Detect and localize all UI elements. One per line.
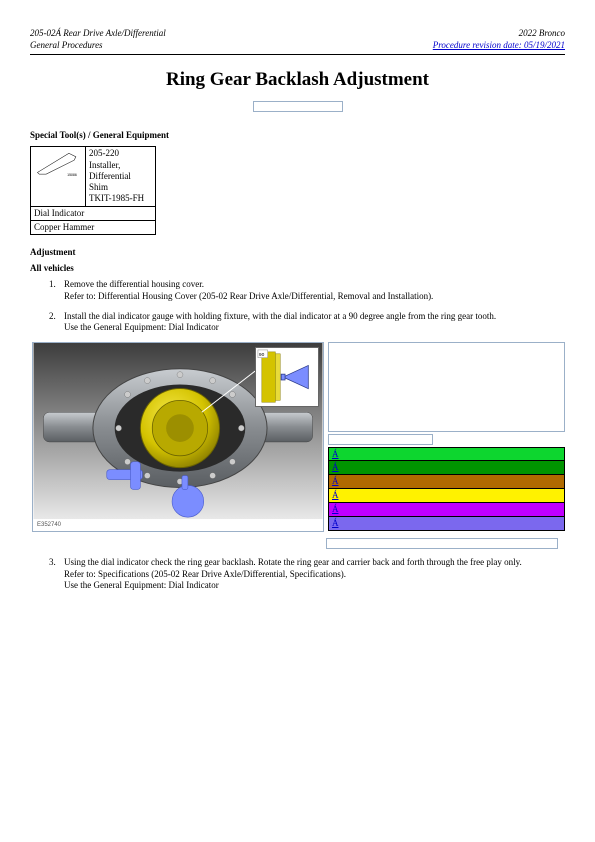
tool-row-3: Copper Hammer <box>31 220 156 234</box>
procedure-steps-cont: Using the dial indicator check the ring … <box>58 557 565 592</box>
step3-refer: Refer to: Specifications (205-02 Rear Dr… <box>64 569 346 579</box>
tool-installer-icon: 15086 <box>34 148 82 179</box>
differential-figure: 90 E352740 <box>32 342 324 532</box>
step-1: Remove the differential housing cover. R… <box>58 279 565 302</box>
step-3: Using the dial indicator check the ring … <box>58 557 565 592</box>
header-right: 2022 Bronco Procedure revision date: 05/… <box>433 28 565 51</box>
page-title: Ring Gear Backlash Adjustment <box>30 69 565 91</box>
step3-equip: Use the General Equipment: Dial Indicato… <box>64 580 219 590</box>
figure-number: E352740 <box>37 522 61 528</box>
hotspot-color-row-5[interactable]: Á <box>328 517 565 531</box>
header-section-type: General Procedures <box>30 40 166 52</box>
step1-refer: Refer to: Differential Housing Cover (20… <box>64 291 433 301</box>
title-placeholder-box <box>253 101 343 112</box>
hotspot-color-row-0[interactable]: Á <box>328 447 565 461</box>
tools-table: 15086 205-220 Installer, Differential Sh… <box>30 146 156 235</box>
tool-icon-cell: 15086 <box>31 147 86 206</box>
hotspot-label-box <box>328 434 433 445</box>
figure-area: 90 E352740 ÁÁÁÁÁÁ <box>32 342 565 532</box>
procedure-steps: Remove the differential housing cover. R… <box>58 279 565 334</box>
tool2-name: Dial Indicator <box>31 206 156 220</box>
hotspot-color-row-3[interactable]: Á <box>328 489 565 503</box>
revision-date-link[interactable]: Procedure revision date: 05/19/2021 <box>433 40 565 50</box>
header-model-year: 2022 Bronco <box>433 28 565 40</box>
header-divider <box>30 54 565 55</box>
step2-text: Install the dial indicator gauge with ho… <box>64 311 496 321</box>
page-header: 205-02Á Rear Drive Axle/Differential Gen… <box>30 28 565 51</box>
tool-row-2: Dial Indicator <box>31 206 156 220</box>
hotspot-top-box <box>328 342 565 432</box>
header-section-code: 205-02Á Rear Drive Axle/Differential <box>30 28 166 40</box>
step-2: Install the dial indicator gauge with ho… <box>58 311 565 334</box>
hotspot-column: ÁÁÁÁÁÁ <box>328 342 565 532</box>
hotspot-color-row-2[interactable]: Á <box>328 475 565 489</box>
hotspot-color-row-4[interactable]: Á <box>328 503 565 517</box>
inset-angle-label: 90 <box>259 352 265 358</box>
step1-text: Remove the differential housing cover. <box>64 279 204 289</box>
inset-svg: 90 <box>256 348 318 406</box>
header-left: 205-02Á Rear Drive Axle/Differential Gen… <box>30 28 166 51</box>
tool1-code: 205-220 <box>89 148 152 159</box>
step3-text: Using the dial indicator check the ring … <box>64 557 522 567</box>
all-vehicles-heading: All vehicles <box>30 263 565 273</box>
hotspot-color-row-1[interactable]: Á <box>328 461 565 475</box>
step2-equip: Use the General Equipment: Dial Indicato… <box>64 322 219 332</box>
hotspot-color-list: ÁÁÁÁÁÁ <box>328 447 565 531</box>
svg-text:15086: 15086 <box>67 173 77 177</box>
tools-heading: Special Tool(s) / General Equipment <box>30 130 565 140</box>
tool-desc-1: 205-220 Installer, Differential Shim TKI… <box>86 147 156 206</box>
tool3-name: Copper Hammer <box>31 220 156 234</box>
figure-inset: 90 <box>255 347 319 407</box>
adjustment-heading: Adjustment <box>30 247 565 257</box>
figure-caption-box <box>326 538 558 549</box>
tool1-name: Installer, Differential Shim <box>89 160 152 194</box>
tool1-kit: TKIT-1985-FH <box>89 193 152 204</box>
tool-row-1: 15086 205-220 Installer, Differential Sh… <box>31 147 156 206</box>
